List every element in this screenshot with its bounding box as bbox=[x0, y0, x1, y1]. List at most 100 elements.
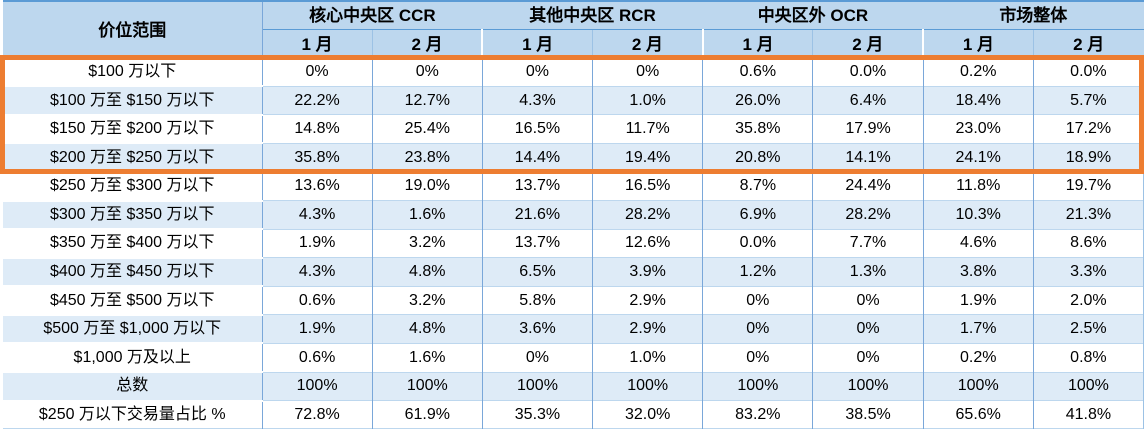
value-cell: 100% bbox=[261, 371, 373, 401]
value-cell: 17.9% bbox=[812, 114, 924, 144]
value-cell: 21.6% bbox=[481, 200, 593, 230]
table-row: $250 万至 $300 万以下 13.6% 19.0% 13.7% 16.5% 8.7%… bbox=[3, 171, 1144, 201]
month-header-ccr-jan: 1 月 bbox=[262, 29, 373, 59]
value-cell: 0% bbox=[481, 58, 593, 87]
value-cell: 0.6% bbox=[261, 285, 373, 315]
value-cell: 23.0% bbox=[922, 114, 1034, 144]
value-cell: 2.9% bbox=[592, 314, 703, 344]
row-label: $100 万以下 bbox=[3, 58, 263, 87]
value-cell: 38.5% bbox=[812, 400, 924, 429]
value-cell: 12.6% bbox=[592, 228, 703, 258]
month-header-market-jan: 1 月 bbox=[922, 29, 1034, 59]
value-cell: 16.5% bbox=[481, 114, 593, 144]
value-cell: 61.9% bbox=[371, 400, 483, 429]
value-cell: 0.0% bbox=[812, 58, 924, 87]
value-cell: 0% bbox=[812, 285, 924, 315]
value-cell: 35.3% bbox=[481, 400, 593, 429]
value-cell: 1.9% bbox=[922, 285, 1034, 315]
value-cell: 13.7% bbox=[481, 228, 593, 258]
value-cell: 8.6% bbox=[1032, 228, 1144, 258]
value-cell: 100% bbox=[1032, 371, 1144, 401]
month-header-ocr-jan: 1 月 bbox=[701, 29, 813, 59]
value-cell: 4.8% bbox=[371, 257, 483, 287]
month-header-rcr-jan: 1 月 bbox=[481, 29, 593, 59]
value-cell: 22.2% bbox=[261, 85, 373, 115]
row-label: $250 万以下交易量占比 % bbox=[3, 399, 263, 429]
value-cell: 100% bbox=[592, 371, 703, 401]
value-cell: 35.8% bbox=[702, 114, 813, 144]
value-cell: 1.0% bbox=[592, 342, 703, 373]
value-cell: 4.3% bbox=[261, 200, 373, 230]
value-cell: 100% bbox=[702, 371, 813, 401]
value-cell: 3.8% bbox=[922, 257, 1034, 287]
value-cell: 4.3% bbox=[261, 257, 373, 287]
value-cell: 3.9% bbox=[592, 257, 703, 287]
value-cell: 0% bbox=[371, 58, 483, 87]
group-header-ocr: 中央区外 OCR bbox=[702, 1, 924, 30]
value-cell: 11.8% bbox=[922, 171, 1034, 201]
row-label: $450 万至 $500 万以下 bbox=[3, 285, 263, 315]
table-row: $150 万至 $200 万以下 14.8% 25.4% 16.5% 11.7% 35.8… bbox=[3, 113, 1144, 144]
table-row: $250 万以下交易量占比 % 72.8% 61.9% 35.3% 32.0% 83.2%… bbox=[3, 399, 1144, 429]
value-cell: 23.8% bbox=[371, 142, 483, 173]
value-cell: 0.2% bbox=[922, 342, 1034, 373]
value-cell: 19.4% bbox=[592, 142, 703, 173]
value-cell: 12.7% bbox=[371, 85, 483, 115]
value-cell: 32.0% bbox=[592, 400, 703, 429]
value-cell: 6.5% bbox=[481, 257, 593, 287]
value-cell: 3.2% bbox=[371, 285, 483, 315]
value-cell: 41.8% bbox=[1032, 400, 1144, 429]
value-cell: 2.9% bbox=[592, 285, 703, 315]
row-label: $350 万至 $400 万以下 bbox=[3, 228, 263, 258]
value-cell: 6.9% bbox=[702, 200, 813, 230]
value-cell: 28.2% bbox=[812, 200, 924, 230]
value-cell: 1.3% bbox=[812, 257, 924, 287]
value-cell: 20.8% bbox=[702, 142, 813, 173]
table-row: $200 万至 $250 万以下 35.8% 23.8% 14.4% 19.4% 20.8… bbox=[3, 142, 1144, 173]
value-cell: 0.6% bbox=[702, 58, 813, 87]
table-body: $100 万以下 0% 0% 0% 0% 0.6% 0.0% 0.2% 0.0% $100 万至 … bbox=[3, 58, 1144, 429]
value-cell: 13.6% bbox=[261, 171, 373, 201]
month-header-market-feb: 2 月 bbox=[1032, 29, 1144, 59]
value-cell: 13.7% bbox=[481, 171, 593, 201]
value-cell: 3.6% bbox=[481, 314, 593, 344]
value-cell: 7.7% bbox=[812, 228, 924, 258]
value-cell: 100% bbox=[481, 371, 593, 401]
value-cell: 0% bbox=[592, 58, 703, 87]
value-cell: 0.0% bbox=[1032, 58, 1144, 87]
value-cell: 83.2% bbox=[702, 400, 813, 429]
month-header-rcr-feb: 2 月 bbox=[592, 29, 703, 59]
value-cell: 3.3% bbox=[1032, 257, 1144, 287]
group-header-row: 价位范围 核心中央区 CCR 其他中央区 RCR 中央区外 OCR 市场整体 bbox=[3, 1, 1144, 59]
value-cell: 0.8% bbox=[1032, 342, 1144, 373]
value-cell: 1.6% bbox=[371, 200, 483, 230]
data-table: 价位范围 核心中央区 CCR 其他中央区 RCR 中央区外 OCR 市场整体 1… bbox=[3, 0, 1144, 429]
value-cell: 21.3% bbox=[1032, 200, 1144, 230]
row-label: 总数 bbox=[3, 371, 263, 401]
value-cell: 14.1% bbox=[812, 142, 924, 173]
row-label: $1,000 万及以上 bbox=[3, 342, 263, 373]
value-cell: 24.1% bbox=[922, 142, 1034, 173]
value-cell: 0% bbox=[261, 58, 373, 87]
row-label: $400 万至 $450 万以下 bbox=[3, 256, 263, 287]
month-header-row: 1 月 2 月 1 月 2 月 1 月 2 月 1 月 2 月 bbox=[3, 29, 1144, 59]
value-cell: 2.0% bbox=[1032, 285, 1144, 315]
month-header-ccr-feb: 2 月 bbox=[371, 29, 483, 59]
table-row: $1,000 万及以上 0.6% 1.6% 0% 1.0% 0% 0% 0.2% 0.8% bbox=[3, 342, 1144, 373]
value-cell: 0% bbox=[812, 342, 924, 373]
value-cell: 0.6% bbox=[261, 342, 373, 373]
value-cell: 0% bbox=[481, 342, 593, 373]
table-row: $100 万以下 0% 0% 0% 0% 0.6% 0.0% 0.2% 0.0% bbox=[3, 58, 1144, 87]
value-cell: 5.8% bbox=[481, 285, 593, 315]
value-cell: 0% bbox=[702, 314, 813, 344]
value-cell: 1.2% bbox=[702, 257, 813, 287]
price-range-header: 价位范围 bbox=[3, 1, 263, 59]
value-cell: 4.8% bbox=[371, 314, 483, 344]
value-cell: 1.7% bbox=[922, 314, 1034, 344]
value-cell: 14.8% bbox=[261, 114, 373, 144]
group-header-market: 市场整体 bbox=[923, 1, 1144, 30]
row-label: $250 万至 $300 万以下 bbox=[3, 171, 263, 201]
value-cell: 100% bbox=[812, 371, 924, 401]
value-cell: 6.4% bbox=[812, 85, 924, 115]
value-cell: 17.2% bbox=[1032, 114, 1144, 144]
